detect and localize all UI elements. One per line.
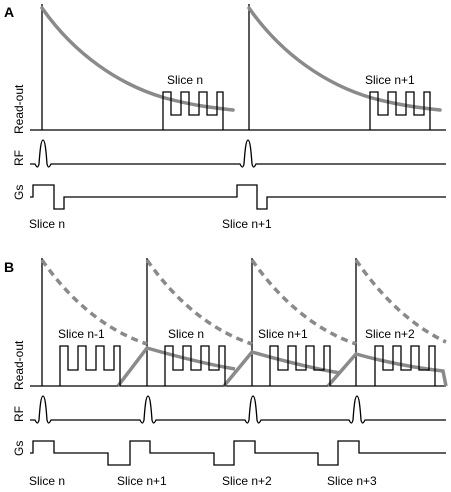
- panel-a-readout-slice-label-1: Slice n: [167, 73, 203, 87]
- panel-b-rf-line: [30, 395, 446, 424]
- panel-b-decay-dashed-4: [354, 259, 447, 344]
- panel-b-decay-dashed-3: [250, 258, 357, 346]
- panel-b-readout-echo-train-3: [269, 345, 331, 386]
- panel-a-signal-decay-1: [40, 6, 235, 112]
- panel-b-readout-echo-train-2: [164, 345, 226, 386]
- panel-a-readout-echo-train-2: [369, 91, 431, 130]
- panel-a-rf-label: RF: [12, 150, 26, 166]
- panel-b-gs-slice-label-3: Slice n+2: [222, 474, 272, 488]
- panel-b-recovery-curve-1: [116, 345, 236, 388]
- panel-b-rf-label: RF: [12, 406, 26, 422]
- panel-b-gs-slice-label-1: Slice n: [29, 474, 65, 488]
- panel-b-readout-echo-train-1: [59, 345, 121, 386]
- panel-b-readout-slice-label-1: Slice n-1: [58, 327, 105, 341]
- panel-b-gs-line: [30, 440, 446, 466]
- panel-a-gs-slice-label-2: Slice n+1: [222, 217, 272, 231]
- panel-b-recovery-curve-2: [222, 350, 341, 388]
- panel-a-readout-slice-label-2: Slice n+1: [365, 73, 415, 87]
- panel-a-gs-label: Gs: [12, 185, 26, 200]
- panel-a-readout-label: Read-out: [12, 84, 26, 134]
- panel-b-readout-slice-label-2: Slice n: [168, 327, 204, 341]
- panel-a-signal-decay-2: [247, 6, 442, 112]
- panel-a-readout-echo-train-1: [162, 91, 224, 130]
- panel-b-gs-label: Gs: [12, 441, 26, 456]
- panel-b-readout-echo-train-4: [374, 345, 436, 386]
- panel-b-decay-dashed-1: [40, 258, 148, 346]
- panel-a: A Read-out RF Gs Slice n Slice n+1 Slice…: [4, 4, 446, 231]
- panel-b-letter: B: [4, 259, 14, 275]
- panel-a-gs-slice-label-1: Slice n: [29, 217, 65, 231]
- panel-a-gs-line: [30, 184, 446, 210]
- panel-b-recovery-curve-3: [326, 352, 448, 388]
- panel-b-readout-label: Read-out: [12, 340, 26, 390]
- panel-b-readout-slice-label-4: Slice n+2: [365, 327, 415, 341]
- panel-b-gs-slice-label-4: Slice n+3: [327, 474, 377, 488]
- panel-b-gs-slice-label-2: Slice n+1: [117, 474, 167, 488]
- panel-b: B Read-out RF Gs Slice n-1 Slice n Slice…: [4, 258, 448, 488]
- panel-b-decay-dashed-2: [145, 258, 253, 346]
- panel-b-readout-slice-label-3: Slice n+1: [258, 327, 308, 341]
- panel-a-rf-line: [30, 139, 446, 168]
- panel-a-letter: A: [4, 4, 14, 20]
